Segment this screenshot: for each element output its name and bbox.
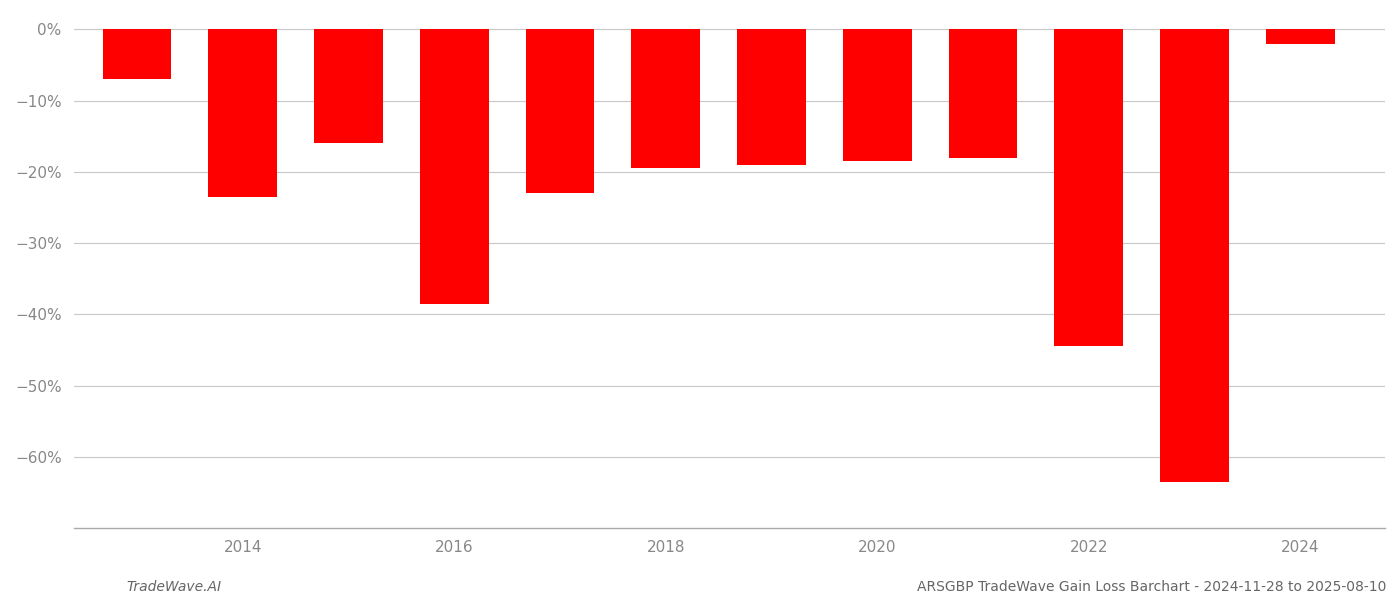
- Bar: [420, 29, 489, 304]
- Bar: [631, 29, 700, 168]
- Bar: [209, 29, 277, 197]
- Bar: [738, 29, 806, 164]
- Bar: [102, 29, 171, 79]
- Bar: [525, 29, 595, 193]
- Bar: [949, 29, 1018, 158]
- Text: TradeWave.AI: TradeWave.AI: [126, 580, 221, 594]
- Bar: [1054, 29, 1123, 346]
- Text: ARSGBP TradeWave Gain Loss Barchart - 2024-11-28 to 2025-08-10: ARSGBP TradeWave Gain Loss Barchart - 20…: [917, 580, 1386, 594]
- Bar: [1161, 29, 1229, 482]
- Bar: [314, 29, 384, 143]
- Bar: [1266, 29, 1334, 44]
- Bar: [843, 29, 911, 161]
